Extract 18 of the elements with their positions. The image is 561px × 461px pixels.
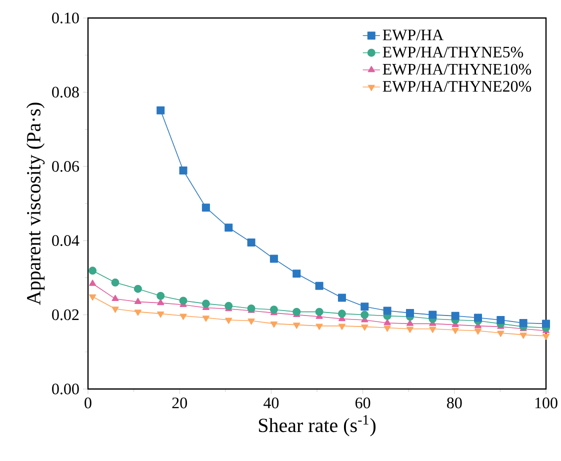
y-tick-label: 0.08 <box>52 86 79 98</box>
x-tick-label: 100 <box>535 398 558 408</box>
legend-label: EWP/HA/THYNE5% <box>382 46 524 58</box>
x-tick-label: 60 <box>355 398 370 408</box>
legend-label: EWP/HA/THYNE20% <box>382 80 532 92</box>
x-tick-label: 0 <box>84 398 92 408</box>
x-axis-title: Shear rate (s$^{-1}$) <box>258 415 376 436</box>
y-tick-label: 0.06 <box>52 160 79 172</box>
y-axis-title: Apparent viscosity (Pa·s) <box>26 102 45 305</box>
y-tick-label: 0.10 <box>52 12 79 24</box>
x-tick-label: 40 <box>264 398 279 408</box>
y-tick-label: 0.02 <box>52 309 79 320</box>
y-tick-label: 0.00 <box>52 384 79 394</box>
legend-label: EWP/HA/THYNE10% <box>382 64 532 75</box>
x-tick-label: 20 <box>172 398 187 408</box>
y-tick-label: 0.04 <box>52 235 80 246</box>
legend-label: EWP/HA <box>382 30 444 40</box>
x-tick-label: 80 <box>447 398 462 408</box>
